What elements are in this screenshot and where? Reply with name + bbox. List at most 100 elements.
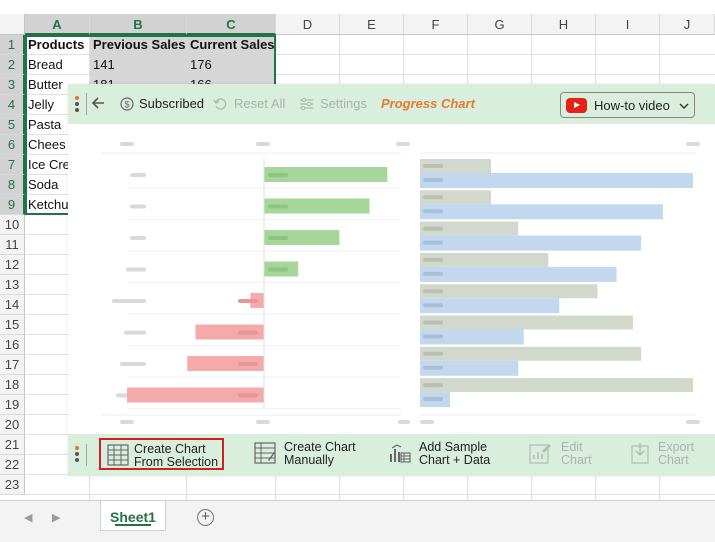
row-header[interactable]: 8 [0, 175, 25, 195]
row-header[interactable]: 6 [0, 135, 25, 155]
row-header[interactable]: 23 [0, 475, 25, 495]
select-all-corner[interactable] [0, 14, 25, 35]
reset-all-button[interactable]: Reset All [234, 96, 286, 111]
add-sample-chart-button[interactable]: Add Sample Chart + Data [389, 438, 499, 470]
settings-button[interactable]: Settings [320, 96, 367, 111]
sheet-tab[interactable]: Sheet1 [100, 501, 166, 531]
bar-value-placeholder [423, 164, 443, 168]
placeholder-label [120, 362, 146, 366]
cell[interactable]: Ice Cre [28, 157, 70, 172]
more-menu-icon[interactable] [75, 96, 79, 114]
bar-value-placeholder [423, 178, 443, 182]
youtube-icon [566, 98, 587, 113]
bar [127, 387, 264, 403]
next-sheet-icon[interactable]: ▶ [52, 512, 61, 524]
row-header[interactable]: 9 [0, 195, 25, 215]
row-header[interactable]: 12 [0, 255, 25, 275]
cell[interactable]: Soda [28, 177, 59, 192]
bar-value-placeholder [238, 362, 258, 366]
bar-value-placeholder [423, 209, 443, 214]
row-header[interactable]: 18 [0, 375, 25, 395]
placeholder-label [124, 330, 146, 335]
row-header[interactable]: 21 [0, 435, 25, 455]
chart-title-label: Progress Chart [381, 96, 475, 111]
row-header[interactable]: 1 [0, 35, 25, 55]
export-chart-button[interactable]: Export Chart [630, 438, 710, 470]
table-grid-icon [107, 444, 129, 466]
row-header[interactable]: 5 [0, 115, 25, 135]
row-header[interactable]: 7 [0, 155, 25, 175]
grid-row-line [25, 74, 715, 75]
placeholder-label [126, 267, 146, 272]
cell[interactable]: 176 [187, 55, 276, 75]
grid-row-line [25, 54, 715, 55]
create-manually-line2: Manually [284, 453, 335, 467]
bar-value-placeholder [423, 226, 443, 231]
column-header[interactable]: G [468, 14, 532, 35]
bar-value-placeholder [238, 299, 258, 303]
bar-value-placeholder [423, 351, 443, 356]
placeholder-tick [256, 142, 270, 146]
column-header[interactable]: A [25, 14, 90, 35]
row-header[interactable]: 22 [0, 455, 25, 475]
row-header[interactable]: 13 [0, 275, 25, 295]
bar-value-placeholder [423, 365, 443, 370]
addin-bottom-toolbar: Create Chart From Selection Create Chart… [68, 434, 715, 476]
bar-value-placeholder [423, 257, 443, 262]
cell[interactable]: Bread [28, 57, 63, 72]
placeholder-tick [120, 142, 134, 146]
row-header[interactable]: 11 [0, 235, 25, 255]
column-header[interactable]: C [187, 14, 276, 35]
cell[interactable]: Butter [28, 77, 63, 92]
row-header[interactable]: 16 [0, 335, 25, 355]
cell[interactable]: Pasta [28, 117, 62, 132]
bottom-more-menu-icon[interactable] [75, 446, 79, 464]
cell[interactable]: Products [28, 37, 85, 52]
row-header[interactable]: 4 [0, 95, 25, 115]
bar-current [420, 360, 519, 376]
column-header[interactable]: B [90, 14, 187, 35]
addin-toolbar: $ Subscribed Reset All Settings Progress… [68, 84, 715, 124]
column-header[interactable]: E [340, 14, 404, 35]
row-header[interactable]: 19 [0, 395, 25, 415]
column-header[interactable]: F [404, 14, 468, 35]
cell[interactable]: Chees [28, 137, 66, 152]
subscribed-label[interactable]: Subscribed [139, 96, 205, 111]
row-header[interactable]: 10 [0, 215, 25, 235]
row-header[interactable]: 17 [0, 355, 25, 375]
cell[interactable]: 141 [90, 55, 187, 75]
add-sample-line1: Add Sample [419, 440, 488, 454]
column-header[interactable]: D [276, 14, 340, 35]
edit-chart-button[interactable]: Edit Chart [529, 438, 609, 470]
bar-value-placeholder [423, 303, 443, 308]
column-header[interactable]: I [596, 14, 660, 35]
row-header[interactable]: 14 [0, 295, 25, 315]
bottom-separator [86, 444, 87, 466]
create-chart-from-selection-button[interactable]: Create Chart From Selection [99, 438, 224, 470]
placeholder-label [130, 173, 146, 177]
cell[interactable]: Ketchu [28, 197, 69, 212]
back-arrow-icon[interactable] [91, 96, 105, 110]
cell[interactable]: Previous Sales [90, 35, 187, 55]
bar [187, 356, 264, 371]
create-chart-manually-button[interactable]: Create Chart Manually [254, 438, 364, 470]
placeholder-tick [686, 142, 700, 146]
howto-video-dropdown[interactable]: How-to video [560, 92, 695, 118]
cell[interactable]: Current Sales [187, 35, 276, 55]
placeholder-label [112, 299, 146, 303]
edit-chart-icon [529, 444, 551, 464]
bar-current [420, 204, 663, 220]
placeholder-tick [396, 142, 410, 146]
row-header[interactable]: 15 [0, 315, 25, 335]
row-header[interactable]: 3 [0, 75, 25, 95]
bar-current [420, 173, 693, 188]
column-header[interactable]: H [532, 14, 596, 35]
row-header[interactable]: 2 [0, 55, 25, 75]
column-header[interactable]: J [660, 14, 715, 35]
export-chart-line2: Chart [658, 453, 689, 467]
add-sheet-icon[interactable]: + [197, 509, 214, 526]
prev-sheet-icon[interactable]: ◀ [24, 512, 33, 524]
cell[interactable]: Jelly [28, 97, 55, 112]
row-header[interactable]: 20 [0, 415, 25, 435]
bar-value-placeholder [423, 334, 443, 339]
